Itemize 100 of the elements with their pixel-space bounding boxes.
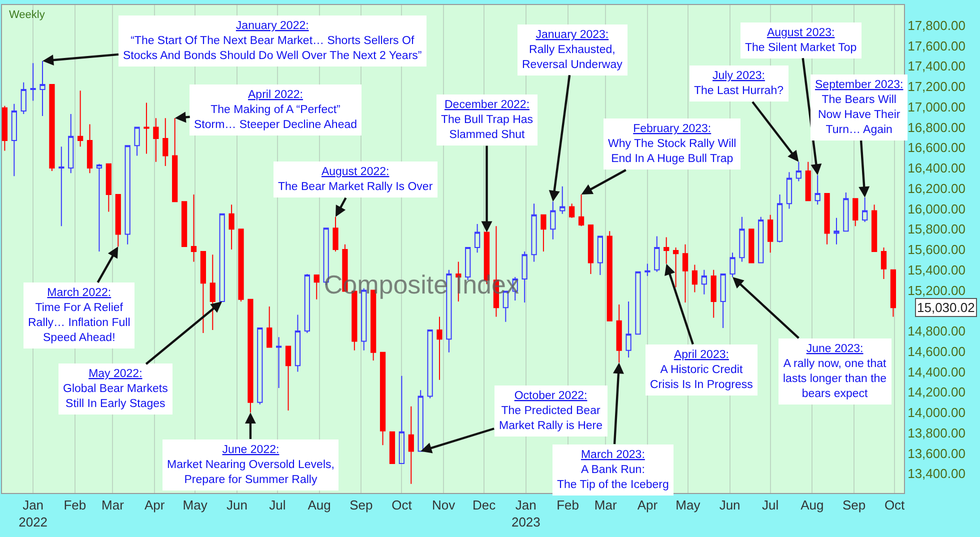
y-tick-label: 14,400.00 — [908, 364, 966, 380]
candlestick — [294, 314, 301, 372]
candlestick — [814, 174, 820, 206]
candlestick — [776, 194, 783, 243]
annotation: July 2023: The Last Hurrah? — [694, 70, 784, 97]
y-tick-label: 16,600.00 — [908, 140, 966, 156]
candlestick — [436, 316, 442, 380]
x-tick-label: Jun — [226, 498, 248, 513]
y-tick-label: 16,400.00 — [908, 160, 966, 176]
candlestick — [68, 114, 74, 174]
x-tick-label: Sep — [842, 498, 866, 513]
x-tick-label: May — [182, 498, 208, 513]
annotation: August 2022: The Bear Market Rally Is Over — [278, 166, 433, 193]
x-tick-label: May — [676, 498, 701, 513]
x-tick-label: Jan 2023 — [511, 498, 540, 530]
y-tick-label: 15,800.00 — [908, 222, 966, 237]
y-tick-label: 15,600.00 — [908, 242, 966, 258]
y-tick-label: 17,400.00 — [908, 58, 966, 74]
candlestick — [843, 192, 849, 232]
x-tick-label: Jul — [762, 498, 779, 513]
candlestick — [200, 251, 206, 334]
x-tick-label: Aug — [308, 498, 331, 513]
y-tick-label: 13,800.00 — [908, 425, 966, 440]
candlestick — [560, 186, 566, 214]
y-tick-label: 15,200.00 — [908, 282, 966, 298]
x-tick-label: Jul — [269, 498, 286, 513]
candlestick — [134, 126, 140, 156]
candlestick — [664, 236, 670, 264]
x-tick-label: Oct — [392, 498, 412, 513]
annotation: December 2022: The Bull Trap Has Slammed Shut — [441, 99, 534, 141]
candlestick — [2, 105, 8, 152]
candlestick — [181, 201, 188, 247]
candlestick — [162, 118, 168, 166]
annotation: May 2022: Global Bear Markets Still In Early Stages — [63, 368, 168, 410]
candlestick — [276, 336, 282, 389]
annotation: February 2023: Why The Stock Rally Will End In A Huge Bull Trap — [608, 123, 736, 165]
x-tick-label: Aug — [800, 498, 824, 513]
candlestick — [332, 216, 338, 252]
candlestick — [30, 62, 36, 102]
annotation: January 2023: Rally Exhausted, Reversal Underway — [522, 29, 623, 71]
candlestick — [228, 204, 234, 250]
x-tick-label: Feb — [64, 498, 86, 513]
candlestick — [78, 90, 84, 148]
x-tick-label: Jun — [719, 498, 740, 513]
y-tick-label: 16,800.00 — [908, 120, 966, 135]
y-tick-label: 17,800.00 — [908, 18, 966, 33]
candlestick — [11, 103, 17, 177]
candlestick — [862, 197, 868, 222]
candlestick — [210, 254, 216, 330]
x-tick-label: Mar — [102, 498, 125, 513]
y-tick-label: 14,800.00 — [908, 324, 966, 339]
candlestick — [710, 269, 716, 318]
y-tick-label: 14,600.00 — [908, 344, 966, 359]
candlestick — [531, 203, 537, 262]
candlestick — [606, 230, 612, 322]
candlestick — [550, 201, 556, 240]
candlestick — [418, 390, 424, 452]
y-tick-label: 16,200.00 — [908, 180, 966, 196]
candlestick — [408, 406, 414, 484]
y-tick-label: 14,200.00 — [908, 384, 966, 400]
candlestick — [427, 329, 433, 399]
candlestick — [40, 60, 46, 117]
candlestick — [190, 194, 197, 262]
candlestick — [115, 194, 121, 247]
candlestick — [654, 236, 660, 272]
y-tick-label: 17,600.00 — [908, 38, 966, 54]
y-tick-label: 16,000.00 — [908, 201, 966, 216]
candlestick — [588, 224, 594, 274]
candlestick — [106, 163, 112, 212]
x-tick-label: Mar — [594, 498, 618, 513]
annotation: January 2022: “The Start Of The Next Bear Market… Shorts Sellers Of Stocks And Bonds Should Do Well Over The Next 2 Years” — [123, 20, 422, 62]
candlestick — [153, 118, 159, 162]
y-tick-label: 17,000.00 — [908, 99, 966, 114]
annotation: March 2023: A Bank Run: The Tip of the Iceberg — [557, 449, 669, 491]
annotation: October 2022: The Predicted Bear Market Rally is Here — [499, 390, 603, 432]
x-tick-label: Nov — [432, 498, 456, 513]
candlestick — [522, 251, 528, 303]
x-tick-label: Feb — [556, 498, 579, 513]
candlestick — [389, 431, 396, 464]
candlestick — [578, 194, 584, 227]
x-tick-label: Oct — [884, 498, 906, 513]
x-tick-label: Sep — [350, 498, 373, 513]
candlestick — [852, 198, 858, 227]
candlestick — [871, 204, 878, 252]
candlestick — [380, 352, 386, 446]
x-tick-label: Apr — [637, 498, 658, 513]
candlestick — [304, 273, 310, 334]
y-tick-label: 15,400.00 — [908, 262, 966, 278]
candlestick — [890, 269, 896, 318]
candlestick — [701, 269, 707, 295]
x-tick-label: Jan 2022 — [18, 498, 48, 530]
candlestick — [616, 304, 622, 364]
candlestick — [144, 102, 150, 154]
x-tick-label: Dec — [472, 498, 496, 513]
annotation: August 2023: The Silent Market Top — [745, 27, 857, 54]
annotation: September 2023: The Bears Will Now Have Their Turn… Again — [815, 79, 904, 136]
candlestick — [626, 300, 632, 358]
annotation: April 2023: A Historic Credit Crisis Is In Progress — [650, 349, 754, 391]
candlestick — [238, 228, 244, 302]
annotation: Weekly — [9, 9, 46, 21]
